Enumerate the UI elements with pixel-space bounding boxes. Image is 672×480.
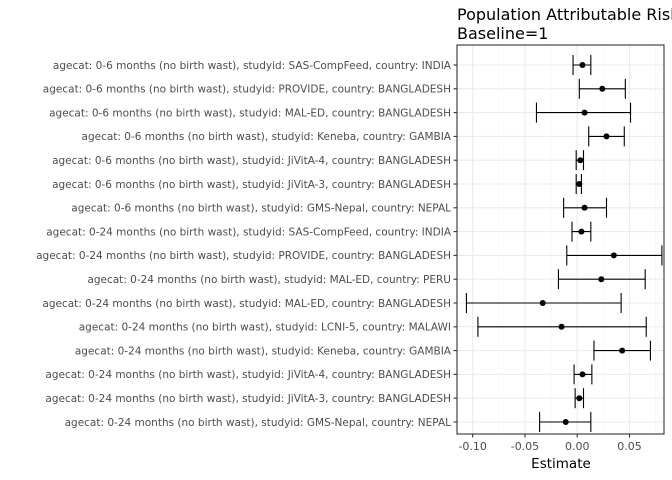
panel-background [457,45,664,434]
y-tick-label: agecat: 0-24 months (no birth wast), stu… [46,226,452,238]
estimate-point [610,252,617,259]
data-row [574,388,585,409]
data-row [557,269,646,290]
x-tick-label: 0.00 [565,440,590,453]
data-row [465,293,622,313]
y-tick-label: agecat: 0-6 months (no birth wast), stud… [52,179,451,191]
data-row [573,364,593,385]
data-row [572,55,592,75]
data-row [477,316,647,337]
x-axis: -0.10 -0.05 0.00 0.05 [458,434,642,453]
data-row [575,150,585,171]
estimate-point [539,300,546,306]
data-row [563,197,608,218]
x-tick-label: -0.05 [511,440,539,453]
y-tick-label: agecat: 0-24 months (no birth wast), stu… [75,345,452,357]
estimate-point [578,228,585,235]
plot-panel [456,44,665,435]
data-row [575,174,583,194]
estimate-point [581,204,588,211]
data-row [571,221,592,242]
y-tick-label: agecat: 0-24 months (no birth wast), stu… [79,322,451,334]
y-tick-label: agecat: 0-6 months (no birth wast), stud… [52,155,451,167]
y-tick-label: agecat: 0-24 months (no birth wast), stu… [45,369,451,381]
data-row [593,340,651,361]
panel-border [456,44,665,435]
data-row [578,78,626,99]
data-row [588,126,625,147]
y-tick-label: agecat: 0-6 months (no birth wast), stud… [49,107,451,119]
chart-title: Population Attributable Risk [457,5,672,24]
y-tick-label: agecat: 0-24 months (no birth wast), stu… [65,417,452,429]
estimate-point [577,157,584,164]
x-axis-title: Estimate [531,456,591,472]
estimate-point [579,371,586,378]
y-tick-label: agecat: 0-24 months (no birth wast), stu… [36,250,451,262]
estimate-point [599,85,606,92]
estimate-point [598,276,605,283]
chart-subtitle: Baseline=1 [457,24,548,43]
x-tick-label: -0.10 [458,440,486,453]
estimate-point [579,62,586,68]
y-tick-label: agecat: 0-6 months (no birth wast), stud… [43,84,451,96]
estimate-point [558,323,565,330]
x-tick-label: 0.05 [617,440,642,453]
estimate-point [581,109,588,116]
y-tick-label: agecat: 0-24 months (no birth wast), stu… [87,274,451,286]
estimate-point [603,133,610,140]
data-row [535,102,632,123]
y-tick-label: agecat: 0-24 months (no birth wast), stu… [45,393,451,405]
data-row [539,412,592,432]
data-row [566,245,663,266]
y-axis-labels: agecat: 0-6 months (no birth wast), stud… [36,60,457,429]
y-tick-label: agecat: 0-6 months (no birth wast), stud… [53,60,452,72]
y-tick-label: agecat: 0-6 months (no birth wast), stud… [82,131,452,143]
y-tick-label: agecat: 0-6 months (no birth wast), stud… [71,203,451,215]
estimate-point [576,181,583,187]
estimate-point [562,419,569,425]
y-tick-label: agecat: 0-24 months (no birth wast), stu… [42,298,451,310]
estimate-point [576,395,583,402]
estimate-point [619,347,626,354]
